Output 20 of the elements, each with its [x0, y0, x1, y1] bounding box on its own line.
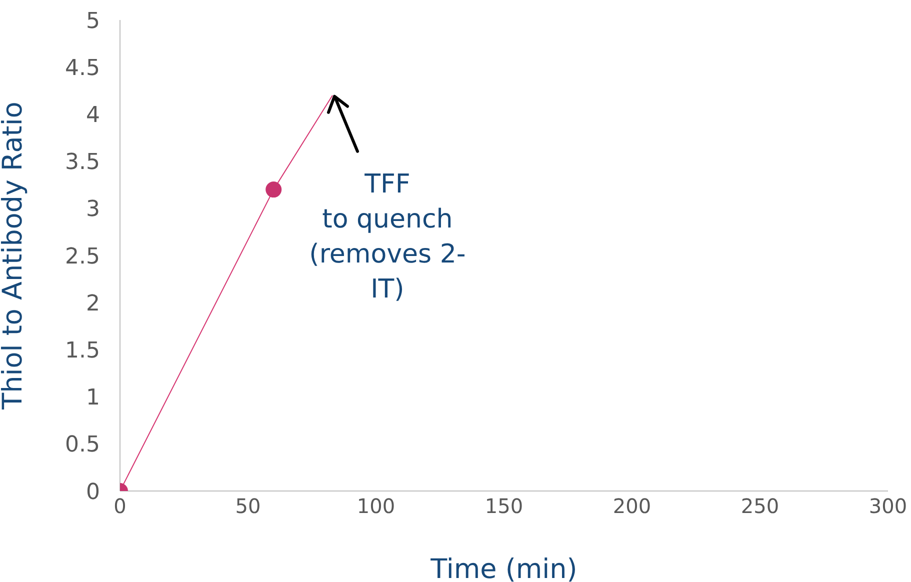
y-tick-label: 0.5 — [65, 432, 100, 458]
y-axis-title: Thiol to Antibody Ratio — [0, 102, 29, 410]
x-tick-label: 200 — [612, 494, 652, 518]
y-tick-label: 3 — [86, 197, 100, 222]
y-tick-label: 1.5 — [65, 338, 100, 364]
y-tick-label: 4 — [86, 103, 100, 128]
x-tick-label: 100 — [356, 494, 396, 518]
x-tick-label: 300 — [868, 494, 908, 518]
y-tick-label: 5 — [86, 8, 100, 34]
y-tick-label: 2.5 — [65, 244, 100, 270]
y-tick-label: 4.5 — [65, 56, 100, 81]
x-tick-label: 50 — [235, 494, 261, 518]
x-axis-title: Time (min) — [430, 554, 578, 582]
x-tick-label: 150 — [484, 494, 524, 518]
x-tick-label: 0 — [114, 494, 126, 518]
y-tick-label: 1 — [86, 386, 100, 411]
y-tick-label: 3.5 — [65, 150, 100, 176]
x-tick-label: 250 — [740, 494, 780, 518]
annotation: TFF to quench (removes 2- IT) — [309, 169, 466, 304]
y-tick-label: 2 — [86, 291, 100, 316]
